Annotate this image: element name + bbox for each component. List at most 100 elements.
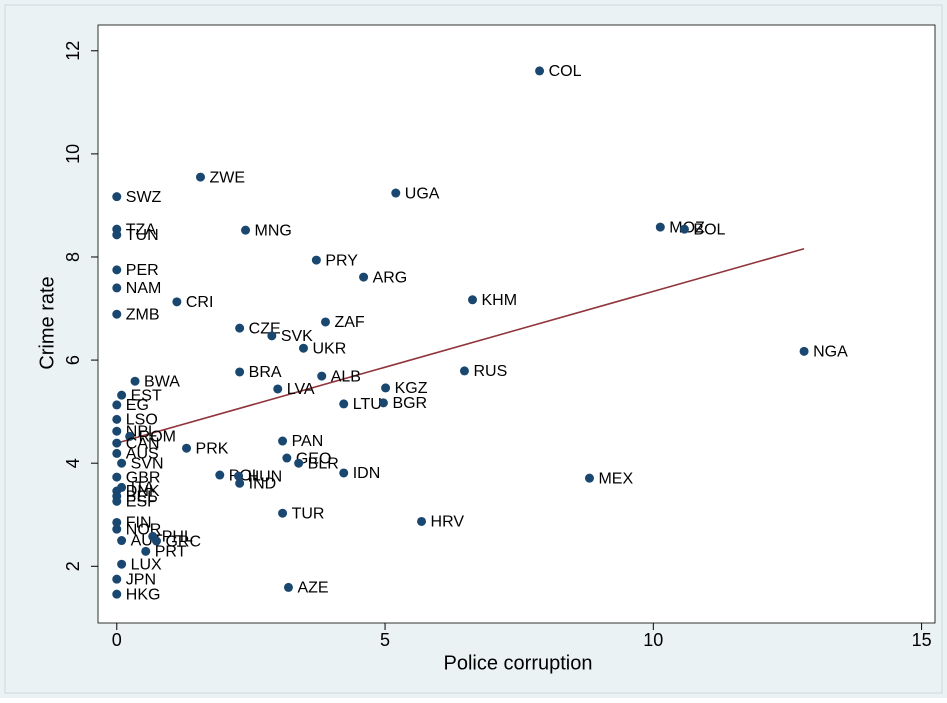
point-label: DNK xyxy=(126,483,160,500)
point xyxy=(112,230,122,240)
point-label: JPN xyxy=(126,571,156,588)
point xyxy=(112,448,122,458)
point xyxy=(195,172,205,182)
point-label: ZWE xyxy=(209,169,245,186)
point xyxy=(215,470,225,480)
point xyxy=(282,453,292,463)
point xyxy=(117,559,127,569)
point-label: AUS xyxy=(126,446,159,463)
point xyxy=(112,517,122,527)
point-label: ZAF xyxy=(334,314,364,331)
point-label: TZA xyxy=(126,221,157,238)
point-label: SVK xyxy=(281,328,313,345)
point xyxy=(278,508,288,518)
point xyxy=(311,255,321,265)
point xyxy=(112,309,122,319)
point-label: TUR xyxy=(292,505,325,522)
point-label: PAN xyxy=(292,433,324,450)
point xyxy=(584,473,594,483)
point-label: KHM xyxy=(482,292,518,309)
point-label: ZMB xyxy=(126,306,160,323)
point-label: ITA xyxy=(131,480,155,497)
point-label: PRT xyxy=(155,544,187,561)
x-tick-label: 15 xyxy=(912,630,932,650)
point-label: LUX xyxy=(131,556,162,573)
point xyxy=(459,366,469,376)
point-label: BRA xyxy=(249,364,282,381)
point xyxy=(112,414,122,424)
point-label: UKR xyxy=(312,340,346,357)
point xyxy=(468,295,478,305)
point-label: ROM xyxy=(139,429,176,446)
plot-area xyxy=(97,24,936,624)
point xyxy=(112,265,122,275)
point xyxy=(182,443,192,453)
point-label: HKG xyxy=(126,586,161,603)
point-label: LTU xyxy=(353,396,382,413)
point xyxy=(391,188,401,198)
point-label: EG xyxy=(126,397,149,414)
point xyxy=(235,478,245,488)
point xyxy=(117,536,127,546)
point xyxy=(112,426,122,436)
point-label: NGA xyxy=(813,344,848,361)
point-label: BGR xyxy=(392,395,427,412)
point xyxy=(294,458,304,468)
point-label: PER xyxy=(126,262,159,279)
point xyxy=(112,472,122,482)
point-label: BOL xyxy=(693,221,725,238)
point xyxy=(273,384,283,394)
point xyxy=(339,399,349,409)
point xyxy=(317,371,327,381)
point xyxy=(679,224,689,234)
point-label: MEX xyxy=(598,470,633,487)
point-label: BEL xyxy=(126,488,156,505)
point-label: HUN xyxy=(248,468,283,485)
point xyxy=(112,574,122,584)
point xyxy=(235,367,245,377)
point-label: SWZ xyxy=(126,189,162,206)
point xyxy=(241,225,251,235)
point xyxy=(112,496,122,506)
point-label: PRK xyxy=(196,440,229,457)
point xyxy=(267,331,277,341)
point xyxy=(112,192,122,202)
x-axis-label: Police corruption xyxy=(444,652,593,674)
point-label: ALB xyxy=(331,368,361,385)
y-tick-label: 4 xyxy=(63,458,83,468)
point-label: TUN xyxy=(126,227,159,244)
point xyxy=(112,524,122,534)
fit-line xyxy=(116,247,805,444)
point-label: FIN xyxy=(126,515,152,532)
x-tick-label: 10 xyxy=(643,630,663,650)
point xyxy=(117,458,127,468)
point xyxy=(235,323,245,333)
y-tick-label: 8 xyxy=(63,252,83,262)
point-label: BLR xyxy=(308,455,339,472)
outer-frame xyxy=(4,4,943,694)
point xyxy=(112,283,122,293)
x-tick-label: 0 xyxy=(112,630,122,650)
point-label: IND xyxy=(249,476,277,493)
point xyxy=(234,471,244,481)
point-label: RUS xyxy=(473,363,507,380)
point xyxy=(112,400,122,410)
point xyxy=(655,222,665,232)
point xyxy=(320,317,330,327)
point xyxy=(141,546,151,556)
point-label: GRC xyxy=(165,533,201,550)
point-label: SVN xyxy=(131,455,164,472)
point xyxy=(112,438,122,448)
point xyxy=(151,536,161,546)
point-label: LVA xyxy=(287,381,315,398)
point-label: MNG xyxy=(255,222,292,239)
point-label: GBR xyxy=(126,469,161,486)
y-tick-label: 2 xyxy=(63,561,83,571)
point-label: BWA xyxy=(144,373,180,390)
point-label: ARG xyxy=(373,269,408,286)
point xyxy=(283,582,293,592)
point-label: CAN xyxy=(126,435,160,452)
y-tick-label: 6 xyxy=(63,355,83,365)
point-label: COL xyxy=(549,63,582,80)
